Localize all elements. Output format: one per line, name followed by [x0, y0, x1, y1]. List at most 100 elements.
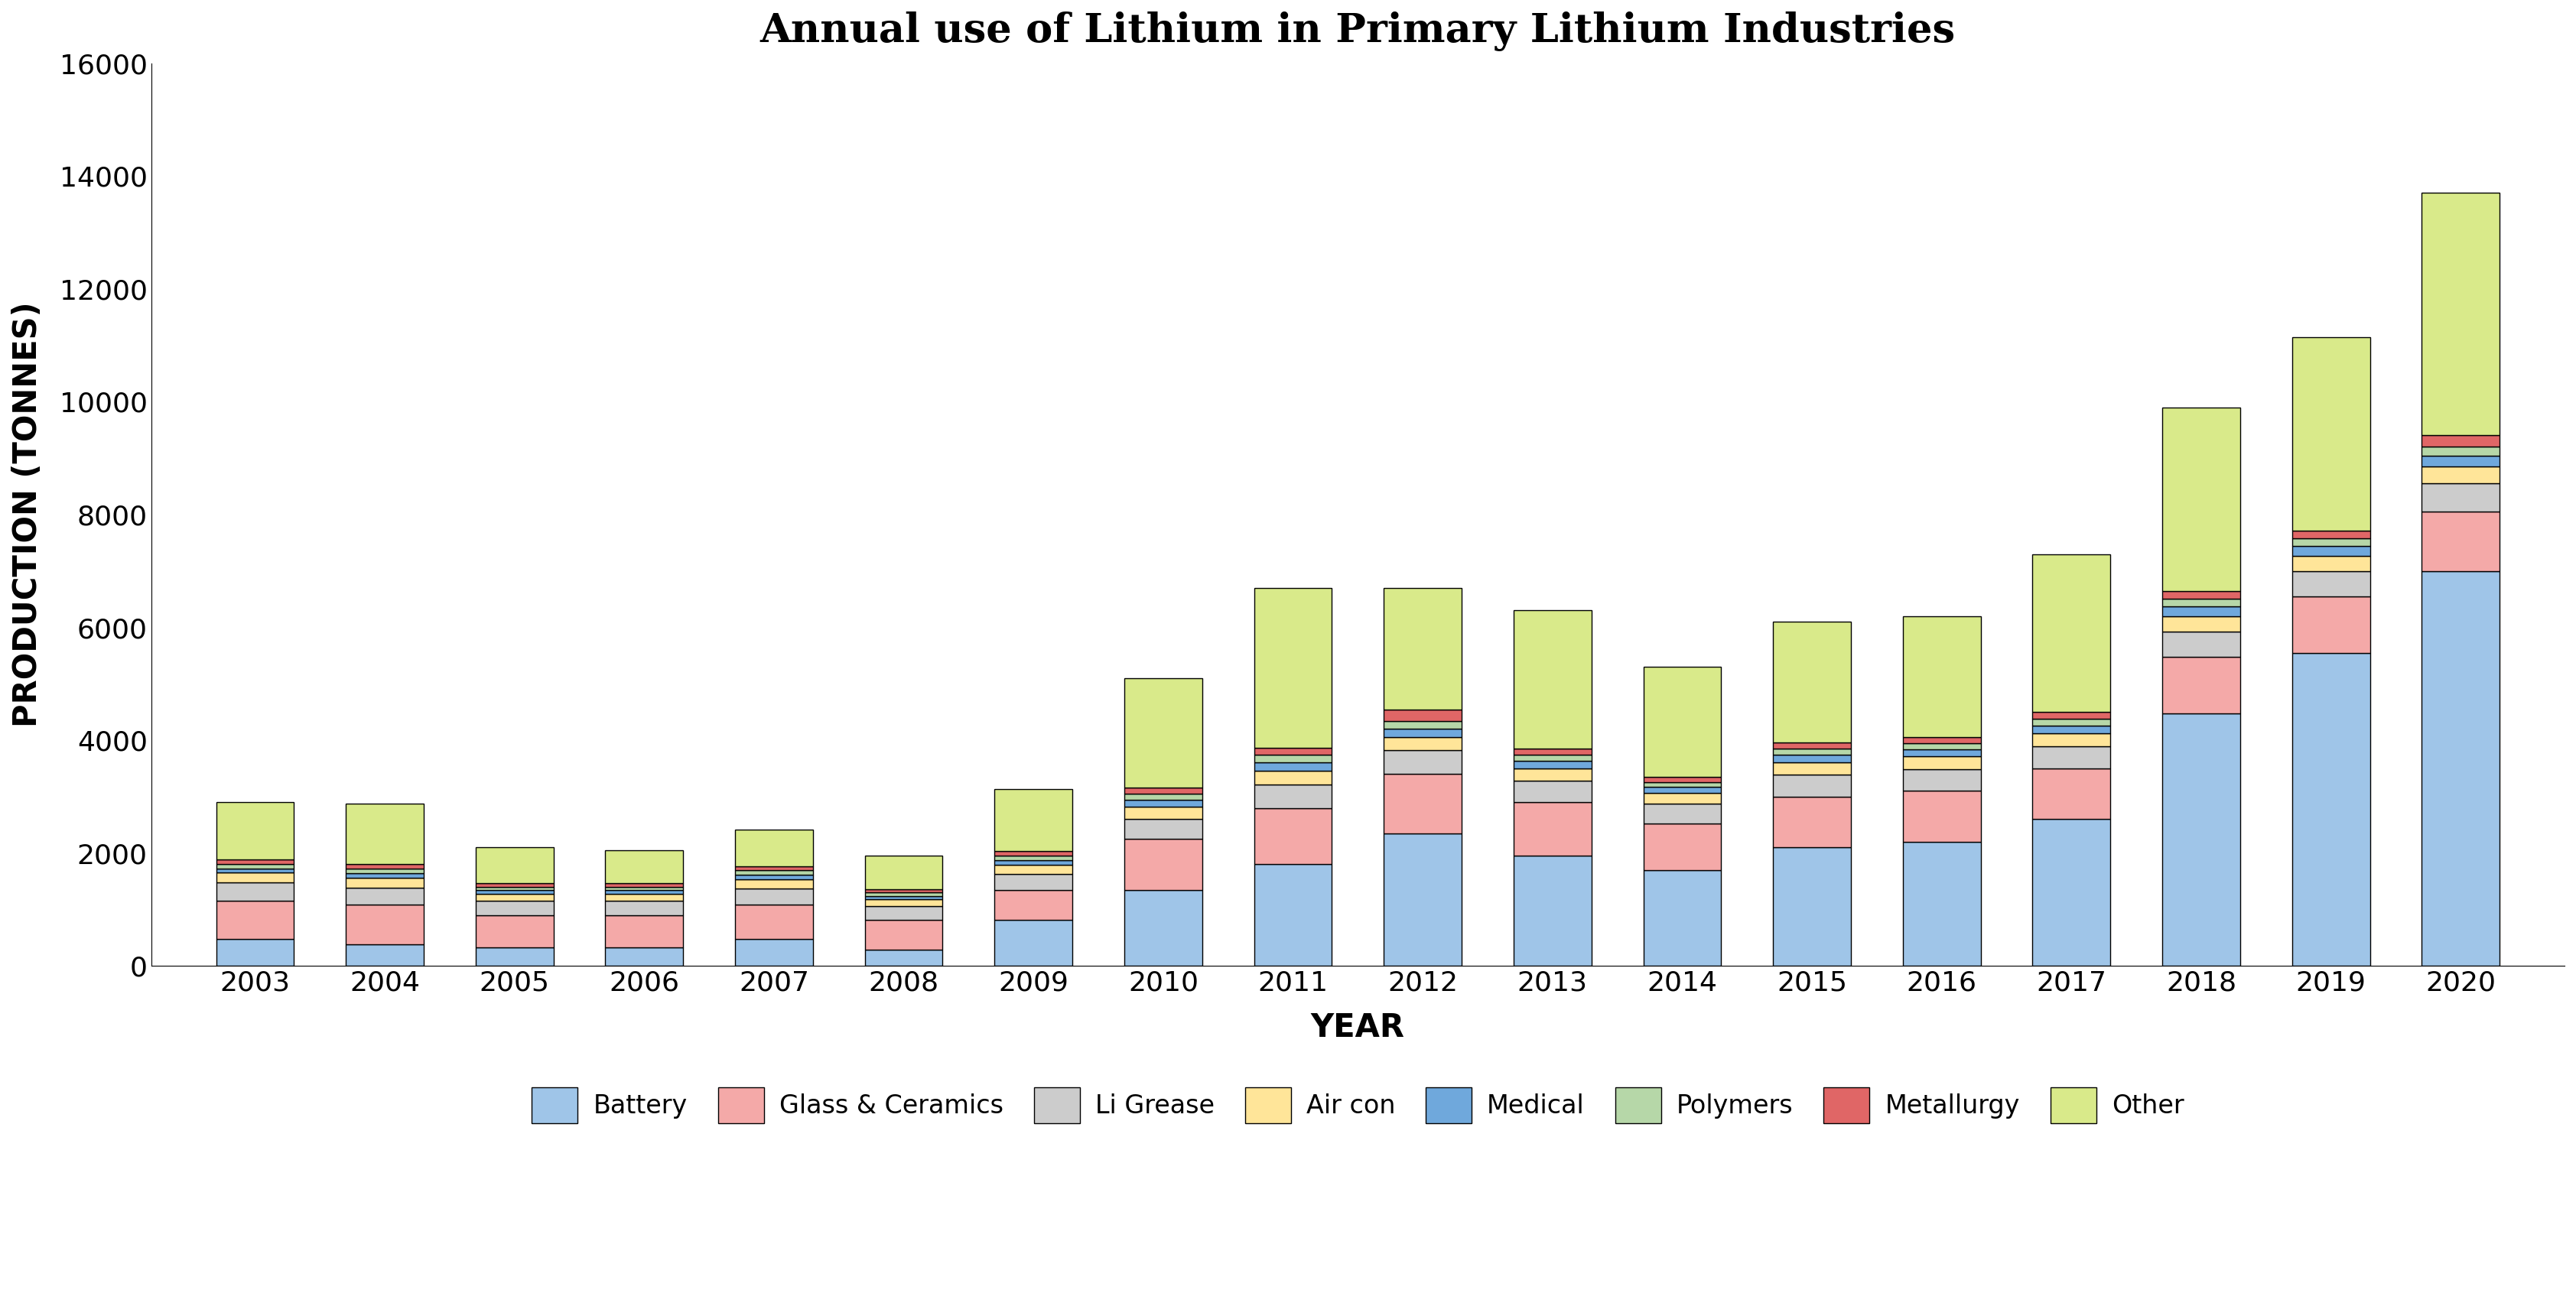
Bar	[994, 890, 1072, 919]
Bar	[2421, 512, 2499, 572]
Bar	[2421, 484, 2499, 512]
Bar	[1383, 728, 1461, 737]
Bar	[994, 851, 1072, 856]
Bar	[866, 892, 943, 896]
Bar	[2032, 725, 2110, 733]
Bar	[1515, 749, 1592, 755]
Bar	[2293, 337, 2370, 530]
Bar	[345, 869, 422, 873]
Bar	[1904, 737, 1981, 743]
Bar	[1904, 791, 1981, 842]
Bar	[734, 870, 814, 875]
Bar	[2032, 712, 2110, 719]
Bar	[1772, 762, 1852, 775]
Bar	[216, 873, 294, 882]
Bar	[2293, 538, 2370, 546]
Bar	[1383, 710, 1461, 721]
Bar	[2161, 591, 2241, 599]
Bar	[1255, 747, 1332, 755]
Bar	[477, 847, 554, 883]
Bar	[345, 944, 422, 966]
Bar	[2161, 407, 2241, 591]
Bar	[605, 915, 683, 948]
Bar	[1255, 762, 1332, 771]
Bar	[605, 891, 683, 893]
Bar	[1772, 755, 1852, 762]
Bar	[1772, 742, 1852, 749]
Bar	[1255, 785, 1332, 808]
Bar	[216, 869, 294, 873]
Bar	[2032, 733, 2110, 746]
Bar	[216, 882, 294, 900]
Bar	[1123, 787, 1203, 794]
Bar	[2293, 530, 2370, 538]
Bar	[216, 802, 294, 860]
Bar	[1515, 781, 1592, 802]
Bar	[216, 939, 294, 966]
Bar	[1643, 667, 1721, 777]
Bar	[1383, 775, 1461, 833]
Bar	[2032, 768, 2110, 820]
Bar	[994, 856, 1072, 860]
Bar	[1643, 793, 1721, 804]
Bar	[1643, 870, 1721, 966]
Bar	[1772, 775, 1852, 796]
Bar	[866, 855, 943, 890]
Bar	[1383, 750, 1461, 775]
Bar	[2032, 746, 2110, 768]
Bar	[734, 866, 814, 870]
Bar	[2293, 596, 2370, 653]
Bar	[345, 803, 422, 864]
Bar	[734, 879, 814, 888]
Bar	[1255, 808, 1332, 864]
Bar	[1643, 824, 1721, 870]
Bar	[1772, 749, 1852, 755]
Bar	[1904, 842, 1981, 966]
Bar	[605, 948, 683, 966]
Bar	[2161, 599, 2241, 606]
Bar	[1515, 768, 1592, 781]
Bar	[994, 860, 1072, 865]
Bar	[1772, 622, 1852, 742]
Bar	[477, 883, 554, 887]
Bar	[216, 864, 294, 869]
Bar	[2421, 572, 2499, 966]
Bar	[1123, 839, 1203, 890]
Bar	[2293, 653, 2370, 966]
Y-axis label: PRODUCTION (TONNES): PRODUCTION (TONNES)	[10, 301, 44, 728]
Bar	[2421, 446, 2499, 455]
Bar	[2161, 606, 2241, 615]
Bar	[734, 939, 814, 966]
Bar	[605, 883, 683, 887]
Bar	[1515, 610, 1592, 749]
Bar	[2161, 657, 2241, 714]
Bar	[866, 900, 943, 906]
Bar	[1772, 796, 1852, 847]
Bar	[1383, 721, 1461, 728]
Bar	[734, 888, 814, 905]
Bar	[1383, 737, 1461, 750]
Bar	[1123, 818, 1203, 839]
Bar	[1255, 864, 1332, 966]
Bar	[2161, 631, 2241, 657]
Bar	[734, 905, 814, 939]
Bar	[477, 948, 554, 966]
Bar	[216, 900, 294, 939]
Bar	[2293, 556, 2370, 572]
Bar	[2032, 820, 2110, 966]
Bar	[345, 887, 422, 905]
Bar	[2293, 572, 2370, 596]
Bar	[2421, 455, 2499, 467]
Bar	[734, 830, 814, 866]
Bar	[605, 901, 683, 915]
Bar	[2421, 467, 2499, 484]
Bar	[1123, 794, 1203, 800]
Bar	[1904, 756, 1981, 769]
Bar	[216, 860, 294, 864]
Bar	[994, 789, 1072, 851]
Bar	[1904, 743, 1981, 749]
Bar	[345, 873, 422, 878]
Bar	[994, 865, 1072, 874]
Bar	[1772, 847, 1852, 966]
Bar	[1255, 771, 1332, 785]
